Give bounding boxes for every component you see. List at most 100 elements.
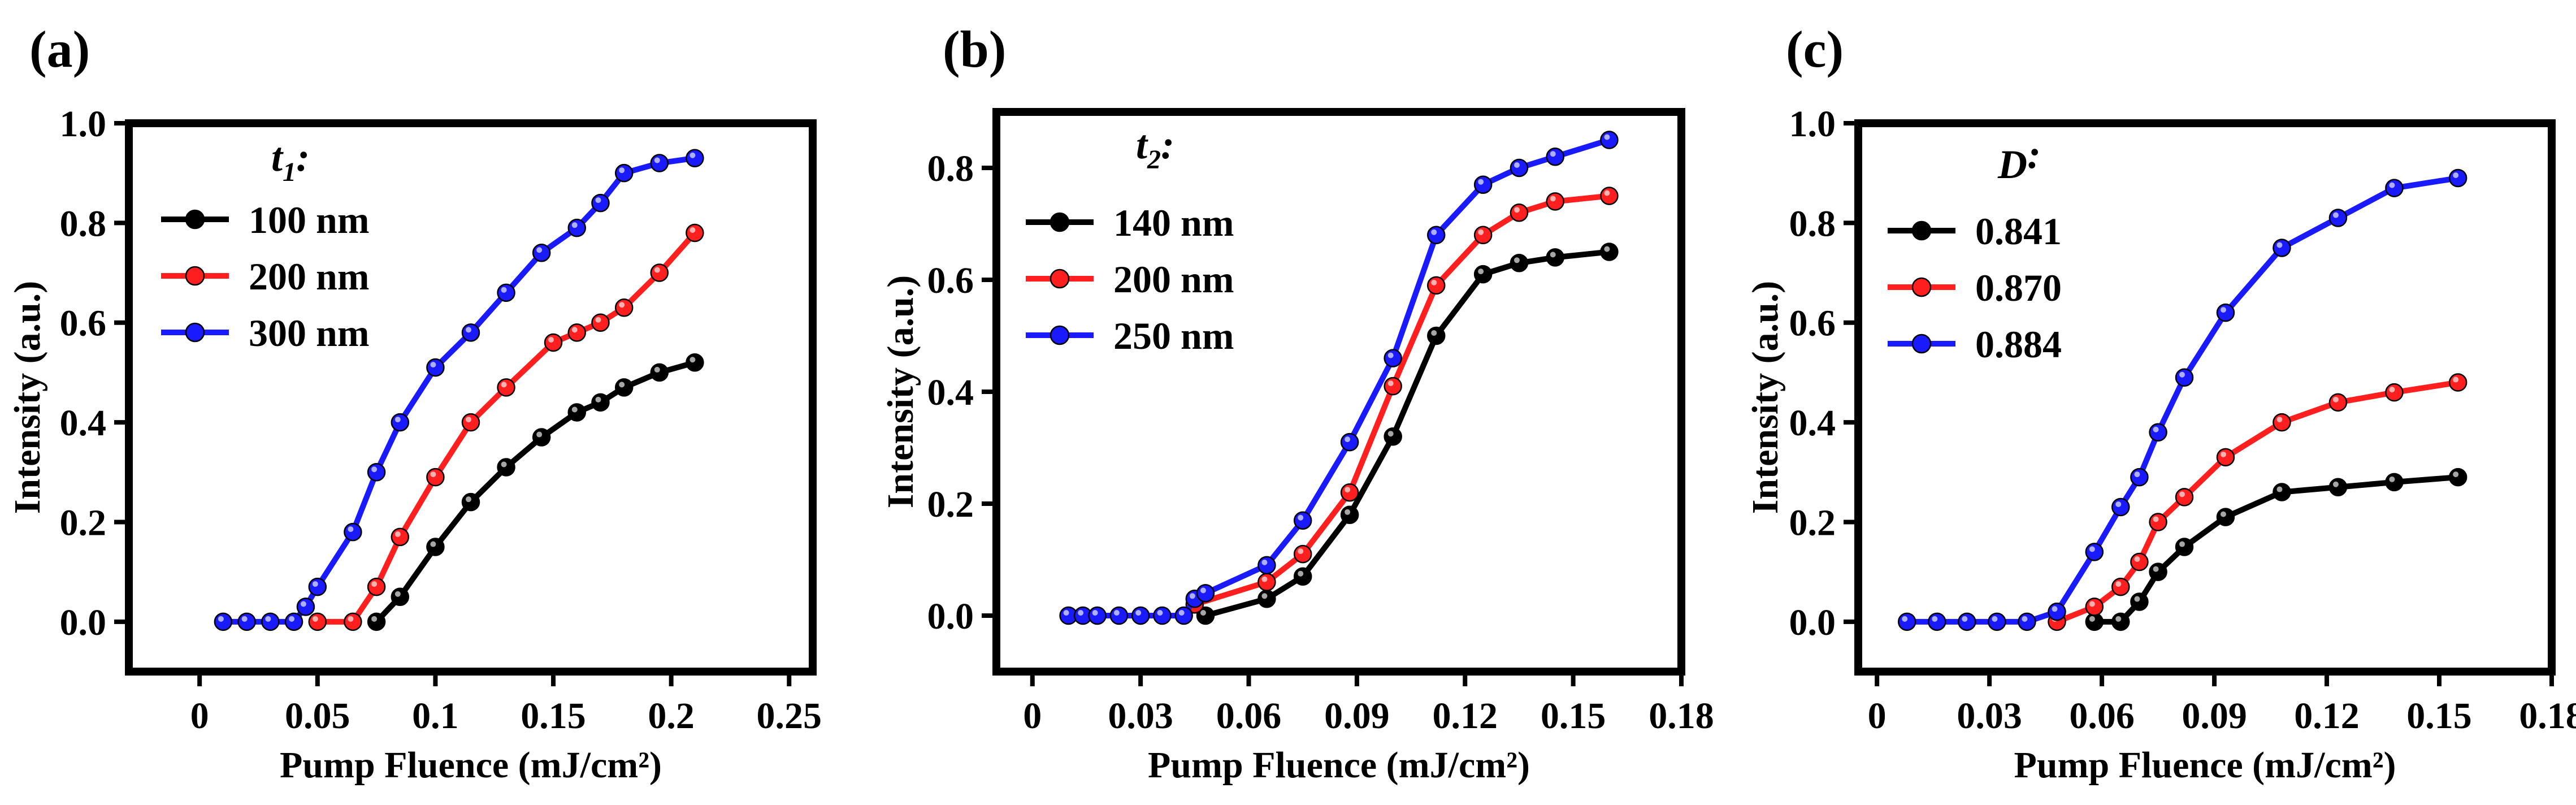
data-point xyxy=(1384,349,1402,367)
data-point-highlight xyxy=(241,616,248,622)
y-tick-label: 0.4 xyxy=(927,372,974,413)
data-point xyxy=(614,378,634,397)
data-point-highlight xyxy=(536,431,543,438)
data-point-highlight xyxy=(218,616,224,622)
y-tick-label: 0.8 xyxy=(927,148,974,189)
legend-label: 200 nm xyxy=(249,255,369,298)
data-point-highlight xyxy=(689,152,696,158)
y-axis-title: Intensity (a.u.) xyxy=(7,281,48,514)
x-tick-label: 0.15 xyxy=(2406,695,2472,737)
data-point-highlight xyxy=(2115,616,2122,622)
data-point-highlight xyxy=(571,327,578,333)
data-point xyxy=(1600,243,1619,261)
data-point-highlight xyxy=(2153,516,2159,522)
data-point xyxy=(2273,413,2291,432)
data-point xyxy=(2149,423,2167,442)
data-point xyxy=(367,612,386,631)
data-point-highlight xyxy=(595,197,601,204)
x-tick-label: 0.18 xyxy=(2519,695,2576,737)
data-point-highlight xyxy=(2179,491,2185,497)
data-point-highlight xyxy=(2276,242,2283,248)
data-point xyxy=(1546,248,1564,267)
legend-title-suffix: : xyxy=(2027,132,2041,177)
plot-frame xyxy=(992,108,1685,676)
data-point-highlight xyxy=(1345,436,1351,443)
data-point xyxy=(2085,598,2104,616)
data-point-highlight xyxy=(2389,387,2395,393)
data-point xyxy=(591,393,610,412)
data-point xyxy=(1473,175,1493,194)
data-point-highlight xyxy=(394,591,401,597)
data-point-highlight xyxy=(466,327,471,333)
data-point-highlight xyxy=(1200,587,1206,594)
data-point-highlight xyxy=(1092,610,1098,616)
y-tick-label: 0.0 xyxy=(60,602,107,643)
x-axis-title: Pump Fluence (mJ/cm²) xyxy=(1148,745,1530,786)
data-point-highlight xyxy=(2153,426,2159,432)
data-point xyxy=(391,527,410,547)
data-point xyxy=(1988,612,2006,631)
data-point-highlight xyxy=(1513,207,1520,213)
data-point-highlight xyxy=(1298,548,1304,555)
plot-frame xyxy=(125,119,817,676)
data-point xyxy=(1426,226,1446,245)
data-point-highlight xyxy=(1189,593,1195,599)
data-point xyxy=(650,263,669,282)
data-point-highlight xyxy=(430,471,436,478)
x-tick-label: 0.05 xyxy=(285,695,350,737)
data-point-highlight xyxy=(548,337,554,343)
data-point-highlight xyxy=(289,616,295,622)
data-point-highlight xyxy=(1157,610,1163,616)
data-point xyxy=(1958,612,1976,631)
data-point xyxy=(2130,468,2149,487)
data-point-highlight xyxy=(1513,162,1520,168)
legend-label: 0.870 xyxy=(1975,266,2062,309)
data-point xyxy=(686,223,704,243)
data-point-highlight xyxy=(1513,257,1520,263)
legend-marker xyxy=(1911,220,1932,241)
data-point xyxy=(2385,179,2404,197)
legend-title-sub: 1 xyxy=(283,157,296,187)
data-point xyxy=(1897,612,1916,631)
data-point-highlight xyxy=(1178,610,1185,616)
data-point xyxy=(1600,131,1619,149)
series-line xyxy=(1907,175,2458,625)
y-tick-label: 0.2 xyxy=(60,502,107,543)
legend: t1: 100 nm 200 nm 300 nm xyxy=(161,135,369,354)
data-point xyxy=(2273,239,2291,257)
legend-label: 0.841 xyxy=(1975,210,2062,253)
x-tick-label: 0.15 xyxy=(521,695,586,737)
data-point xyxy=(2149,562,2167,581)
data-point xyxy=(1257,556,1276,575)
data-point xyxy=(1131,606,1150,625)
x-tick-label: 0.12 xyxy=(1433,695,1498,737)
data-point-highlight xyxy=(1962,616,1968,622)
series-line xyxy=(1194,193,1610,607)
data-point xyxy=(2175,538,2194,556)
legend-label: 250 nm xyxy=(1113,314,1234,357)
data-point-highlight xyxy=(394,417,401,423)
data-point xyxy=(1340,505,1359,525)
data-point xyxy=(1510,158,1529,178)
series-line xyxy=(2094,474,2458,625)
data-point xyxy=(426,358,445,377)
data-point-highlight xyxy=(2022,616,2028,622)
data-point xyxy=(1340,432,1359,452)
data-point xyxy=(344,522,362,542)
data-point-highlight xyxy=(1902,616,1908,622)
legend-title-suffix: : xyxy=(296,135,310,180)
data-point xyxy=(686,149,704,167)
data-point-highlight xyxy=(466,417,471,423)
data-point-highlight xyxy=(2276,417,2283,423)
data-point xyxy=(2111,497,2130,517)
legend-label: 140 nm xyxy=(1113,201,1234,244)
data-point-highlight xyxy=(1200,610,1206,616)
data-point-highlight xyxy=(571,222,578,228)
data-point xyxy=(344,612,362,631)
data-point xyxy=(2328,209,2348,227)
data-point xyxy=(567,323,587,342)
data-point-highlight xyxy=(2220,307,2226,313)
data-point xyxy=(1510,203,1529,222)
data-point xyxy=(2175,368,2194,387)
y-tick-label: 0.2 xyxy=(1789,502,1836,543)
